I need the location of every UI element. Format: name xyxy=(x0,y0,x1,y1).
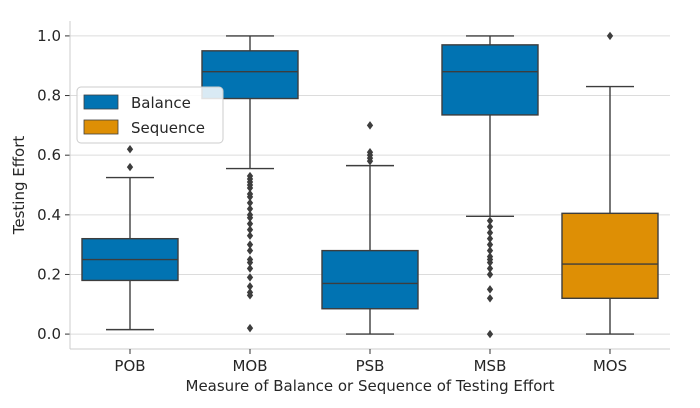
x-tick-label: POB xyxy=(114,357,145,375)
outlier-point xyxy=(246,213,254,222)
outlier-point xyxy=(246,183,254,193)
outlier-point xyxy=(486,240,494,249)
outlier-point xyxy=(486,216,494,225)
y-tick-label: 1.0 xyxy=(37,27,61,45)
box-iqr xyxy=(321,249,419,310)
x-tick-label: MOS xyxy=(593,357,627,375)
y-tick-label: 0.6 xyxy=(37,146,61,164)
box-msb xyxy=(441,35,539,339)
outlier-point xyxy=(606,31,614,41)
outlier-point xyxy=(366,121,374,130)
y-tick-label: 0.4 xyxy=(37,206,61,224)
outlier-point xyxy=(246,246,254,255)
outlier-point xyxy=(246,240,254,249)
outlier-point xyxy=(246,204,254,214)
y-tick-label: 0.2 xyxy=(37,265,61,283)
outlier-point xyxy=(486,294,494,303)
y-tick-label: 0.0 xyxy=(37,325,61,343)
legend-swatch-sequence xyxy=(83,119,119,135)
outlier-point xyxy=(126,162,134,172)
outlier-point xyxy=(246,219,254,228)
outlier-point xyxy=(486,222,494,231)
box-iqr xyxy=(441,44,539,116)
outlier-point xyxy=(246,291,254,300)
y-axis-label: Testing Effort xyxy=(10,136,28,236)
outlier-point xyxy=(486,228,494,237)
boxes xyxy=(81,31,659,339)
axes: 0.0 0.2 0.4 0.6 0.8 1.0 POB MOB PSB MSB MOS xyxy=(37,21,670,375)
outlier-point xyxy=(246,264,254,273)
outlier-point xyxy=(246,192,254,202)
outlier-point xyxy=(486,329,494,339)
box-mos xyxy=(561,31,659,335)
x-tick-label: PSB xyxy=(356,357,385,375)
legend-swatch-balance xyxy=(83,94,119,110)
outlier-point xyxy=(486,285,494,294)
outlier-point xyxy=(246,198,254,208)
x-tick-label: MOB xyxy=(232,357,267,375)
outlier-point xyxy=(366,148,374,157)
legend-label-sequence: Sequence xyxy=(131,119,205,137)
x-axis-label: Measure of Balance or Sequence of Testin… xyxy=(186,377,555,395)
box-psb xyxy=(321,121,419,335)
outlier-point xyxy=(486,264,494,273)
legend-label-balance: Balance xyxy=(131,94,191,112)
legend: Balance Sequence xyxy=(76,86,224,144)
box-pob xyxy=(81,145,179,331)
outlier-point xyxy=(246,323,254,333)
outlier-point xyxy=(486,258,494,267)
y-tick-label: 0.8 xyxy=(37,87,61,105)
outlier-point xyxy=(246,231,254,240)
x-tick-label: MSB xyxy=(474,357,507,375)
outlier-point xyxy=(246,225,254,234)
outlier-point xyxy=(246,258,254,267)
outlier-point xyxy=(486,246,494,255)
box-iqr xyxy=(561,212,659,300)
outlier-point xyxy=(246,273,254,282)
outlier-point xyxy=(126,145,134,154)
outlier-point xyxy=(486,234,494,243)
outlier-point xyxy=(246,282,254,291)
outlier-point xyxy=(486,270,494,279)
